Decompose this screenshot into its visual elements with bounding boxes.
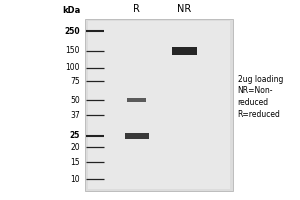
Bar xyxy=(88,21,230,189)
Text: 20: 20 xyxy=(70,143,80,152)
Text: 250: 250 xyxy=(64,27,80,36)
Text: 10: 10 xyxy=(70,175,80,184)
Text: 2ug loading
NR=Non-
reduced
R=reduced: 2ug loading NR=Non- reduced R=reduced xyxy=(238,75,283,119)
Text: 25: 25 xyxy=(70,131,80,140)
Bar xyxy=(85,19,233,191)
Text: R: R xyxy=(133,4,140,14)
Text: 15: 15 xyxy=(70,158,80,167)
Text: kDa: kDa xyxy=(62,6,80,15)
Text: NR: NR xyxy=(177,4,191,14)
Text: 100: 100 xyxy=(66,63,80,72)
Text: 37: 37 xyxy=(70,111,80,120)
Bar xyxy=(127,98,146,102)
Text: 150: 150 xyxy=(66,46,80,55)
Text: 50: 50 xyxy=(70,96,80,105)
Bar xyxy=(172,47,197,55)
Text: 75: 75 xyxy=(70,77,80,86)
Bar xyxy=(125,133,148,139)
